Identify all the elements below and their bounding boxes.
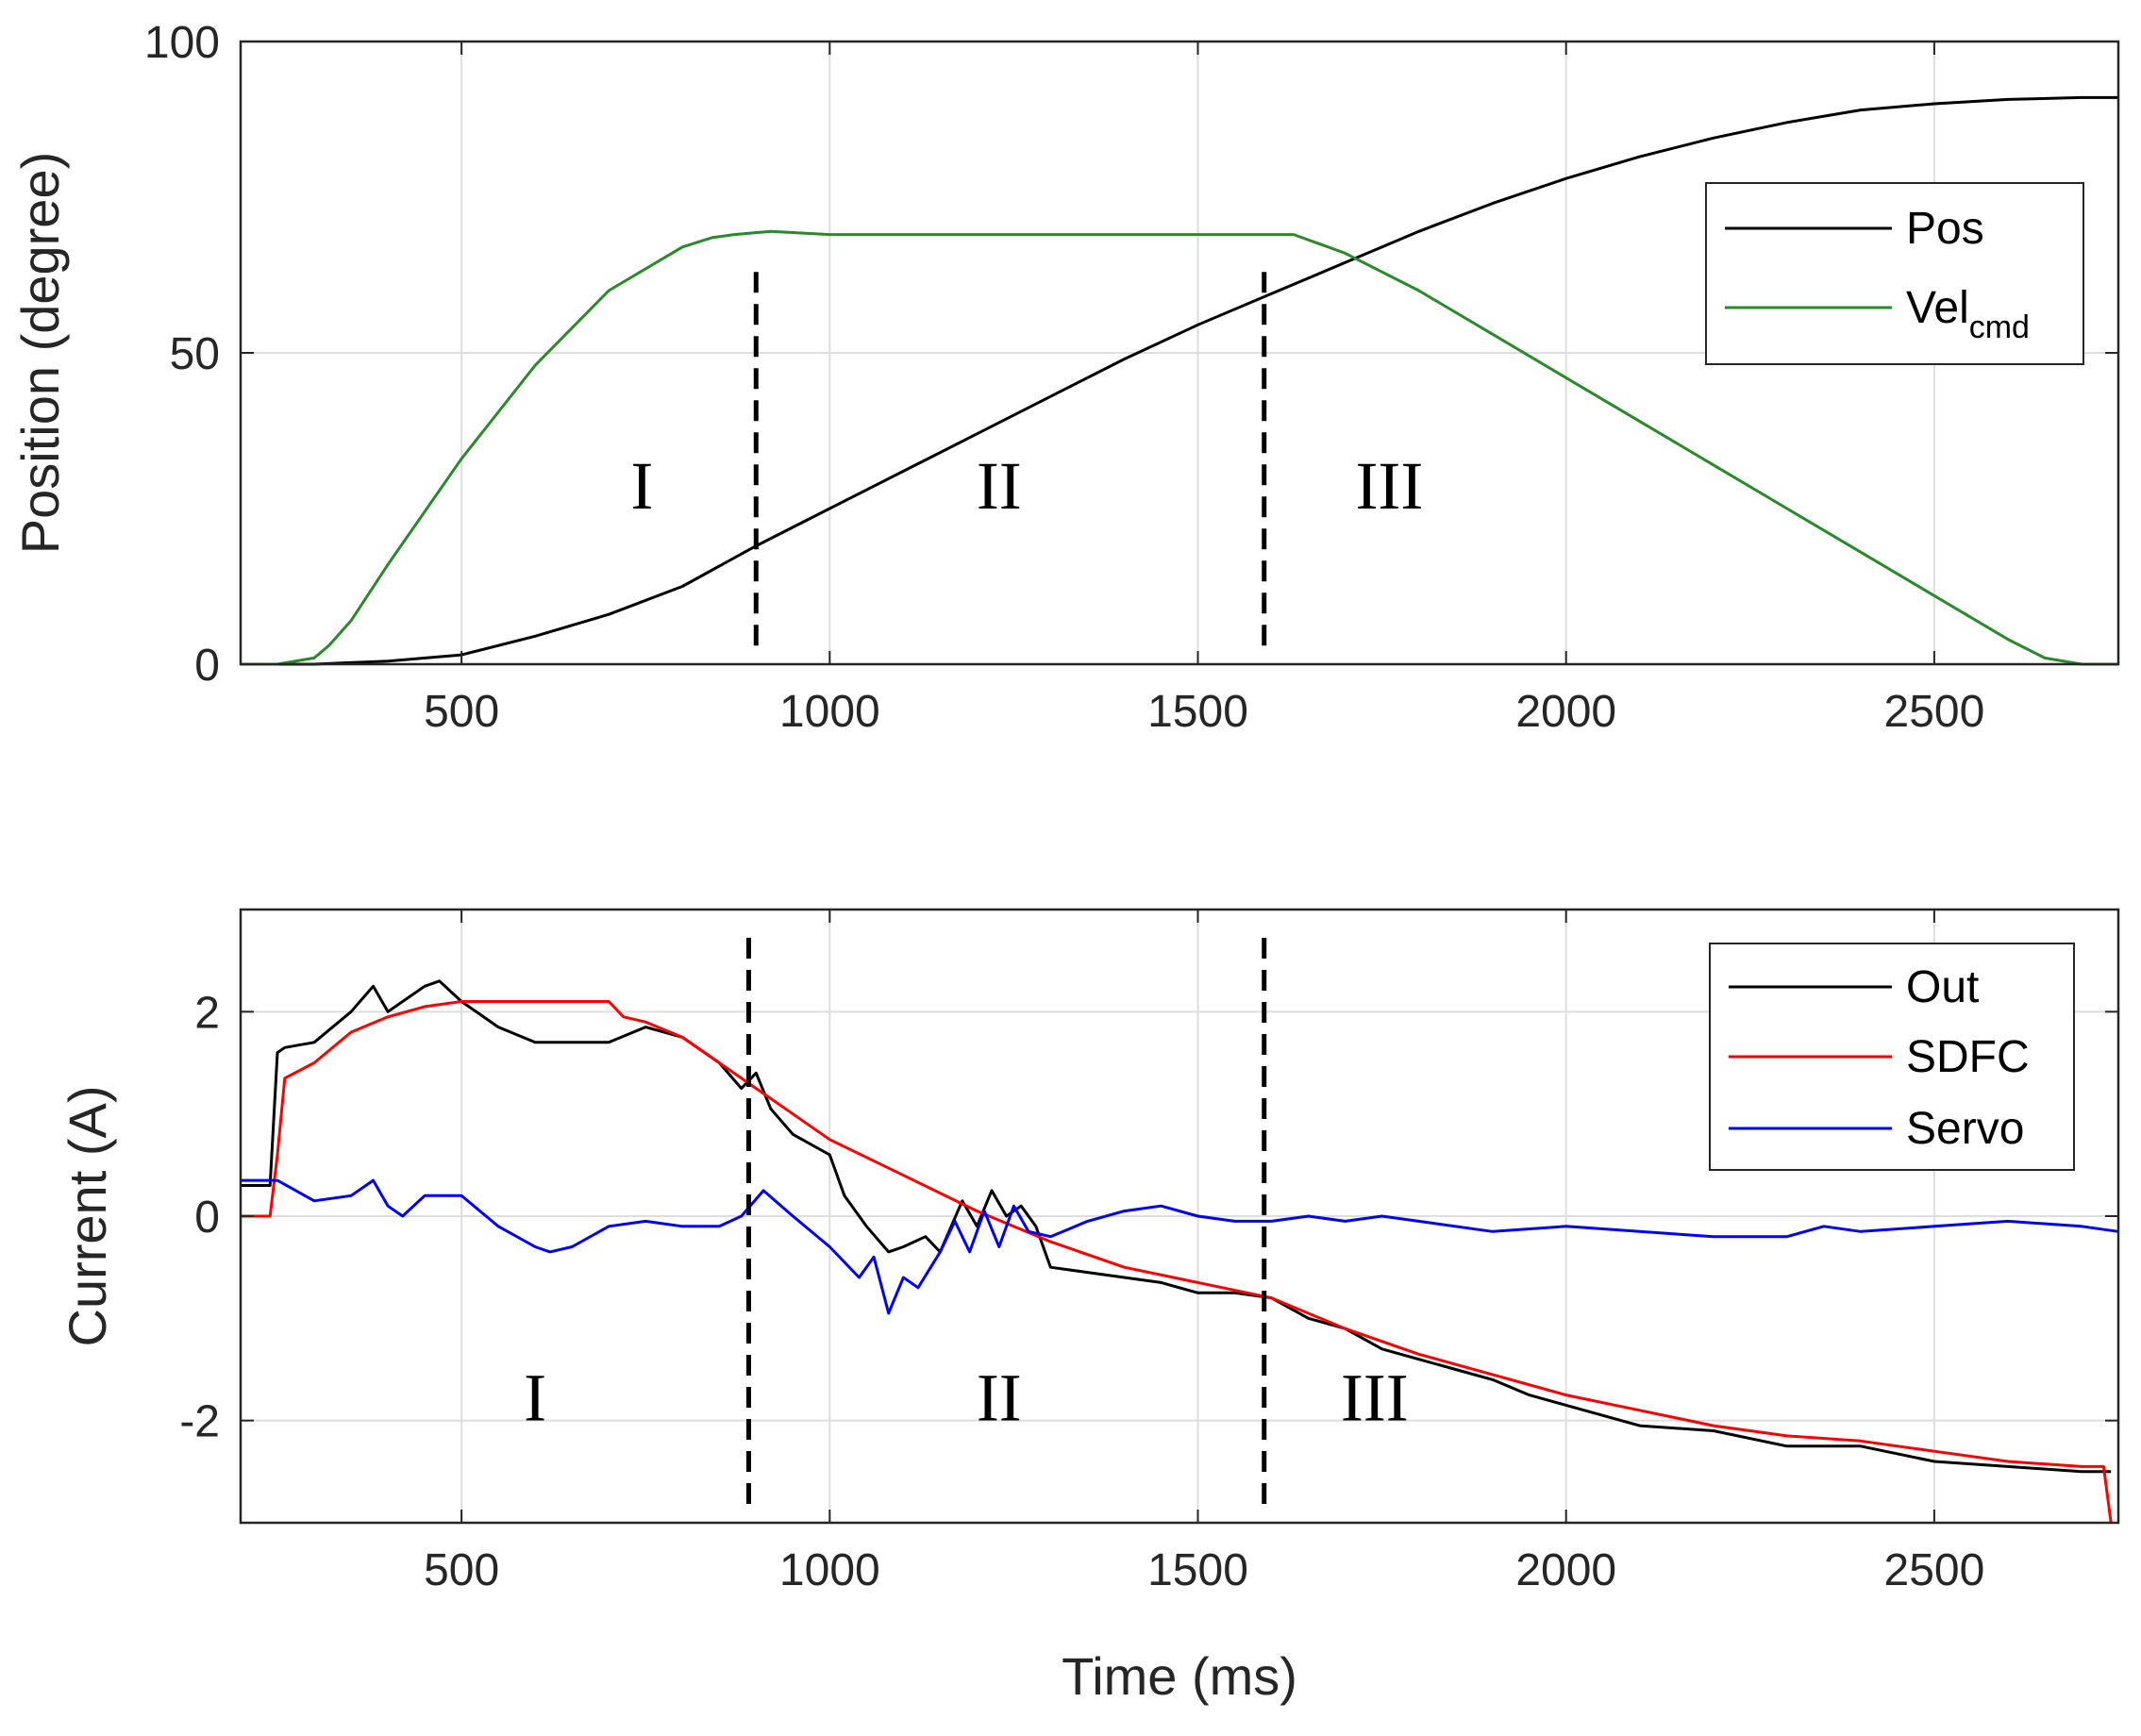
current-ytick-label-0: 0 [194, 1193, 220, 1243]
position-xtick-label-2500: 2500 [1884, 687, 1985, 737]
current-xtick-label-2500: 2500 [1884, 1545, 1985, 1595]
legend-label-velcmd-subscript: cmd [1969, 309, 2030, 345]
current-legend: Out SDFC Servo [1709, 943, 2075, 1171]
position-xtick-label-1000: 1000 [779, 687, 880, 737]
position-phase-labels: I II III [630, 448, 1423, 524]
current-phase-label-2: II [977, 1360, 1022, 1436]
current-phase-labels: I II III [524, 1360, 1409, 1436]
time-x-axis-label: Time (ms) [1062, 1646, 1297, 1706]
position-ticks: 500 1000 1500 2000 2500 0 50 100 [144, 18, 2118, 737]
current-phase-label-3: III [1341, 1360, 1409, 1436]
current-phase-label-1: I [524, 1360, 546, 1436]
series-line-sdfc [241, 1000, 2113, 1524]
legend-label-out: Out [1906, 962, 1979, 1012]
current-ytick-label-2: 2 [194, 988, 220, 1038]
position-series-group [241, 95, 2118, 666]
position-xtick-label-2000: 2000 [1515, 687, 1616, 737]
legend-label-velcmd-base: Vel [1906, 283, 1969, 333]
legend-label-sdfc: SDFC [1906, 1032, 2030, 1082]
current-ytick-label-2: -2 [179, 1397, 220, 1447]
current-xtick-label-500: 500 [424, 1545, 499, 1595]
position-phase-label-3: III [1355, 448, 1423, 524]
current-panel: I II III 500 1000 1500 2000 2500-202 Current (… [58, 908, 2120, 1706]
series-line-servo [241, 1178, 2119, 1315]
legend-label-pos: Pos [1906, 204, 1984, 254]
legend-label-velcmd: Velcmd [1906, 283, 2030, 345]
position-xtick-label-500: 500 [424, 687, 499, 737]
series-line-pos [241, 95, 2118, 666]
current-ticks: 500 1000 1500 2000 2500 -2 0 2 [179, 910, 2118, 1595]
current-xtick-label-1000: 1000 [779, 1545, 880, 1595]
position-ytick-label-0: 0 [194, 641, 220, 691]
position-y-axis-label: Position (degree) [10, 152, 70, 554]
position-ytick-label-50: 50 [170, 329, 220, 379]
position-legend-box [1705, 182, 2084, 365]
current-xtick-label-1500: 1500 [1147, 1545, 1248, 1595]
position-phase-label-1: I [630, 448, 653, 524]
current-y-axis-label: Current (A) [58, 1086, 117, 1347]
series-line-velcmd [241, 229, 2118, 666]
position-xtick-label-1500: 1500 [1147, 687, 1248, 737]
position-phase-label-2: II [977, 448, 1022, 524]
current-series-group [241, 979, 2119, 1524]
legend-label-servo: Servo [1906, 1104, 2024, 1154]
current-xtick-label-2000: 2000 [1515, 1545, 1616, 1595]
position-legend: Pos Velcmd [1705, 182, 2084, 365]
position-ytick-label-100: 100 [144, 18, 220, 68]
